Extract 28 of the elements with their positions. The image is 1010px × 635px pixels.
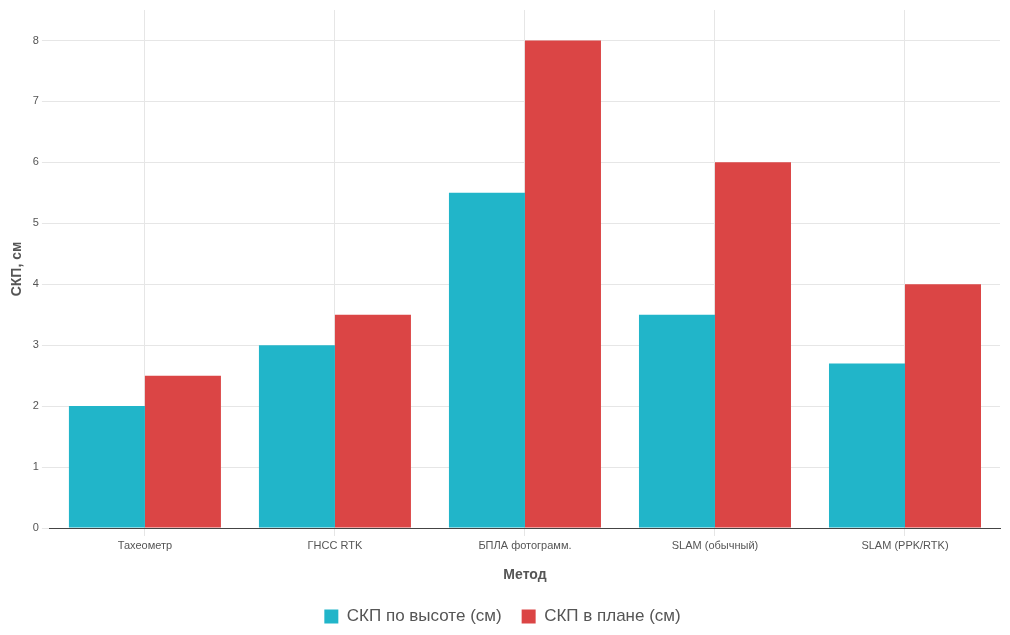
bar <box>258 345 335 528</box>
bar <box>68 406 145 528</box>
bar <box>334 314 411 528</box>
y-tick-label: 5 <box>32 216 39 229</box>
y-tick-label: 1 <box>32 460 39 473</box>
y-tick-label: 3 <box>32 338 39 351</box>
x-tick-label: БПЛА фотограмм. <box>478 538 572 551</box>
x-tick-label: Тахеометр <box>117 538 173 551</box>
bar <box>144 375 221 528</box>
y-tick-label: 7 <box>32 94 39 107</box>
y-tick-label: 6 <box>32 155 39 168</box>
y-axis-title: СКП, см <box>8 241 25 297</box>
y-tick-label: 2 <box>32 399 39 412</box>
bar <box>714 162 791 528</box>
y-tick-label: 4 <box>32 277 39 290</box>
bar <box>828 363 905 528</box>
legend-label: СКП в плане (см) <box>544 606 681 626</box>
bar <box>524 40 601 528</box>
x-tick-label: SLAM (обычный) <box>671 538 759 551</box>
x-tick-label: ГНСС RTK <box>307 538 363 551</box>
x-axis-title: Метод <box>503 566 547 583</box>
bar <box>638 314 715 528</box>
legend-label: СКП по высоте (см) <box>346 606 502 626</box>
y-tick-label: 8 <box>32 33 39 46</box>
bar <box>904 284 981 528</box>
x-tick-label: SLAM (PPK/RTK) <box>861 538 949 551</box>
y-tick-label: 0 <box>32 521 39 534</box>
bar <box>448 192 525 528</box>
